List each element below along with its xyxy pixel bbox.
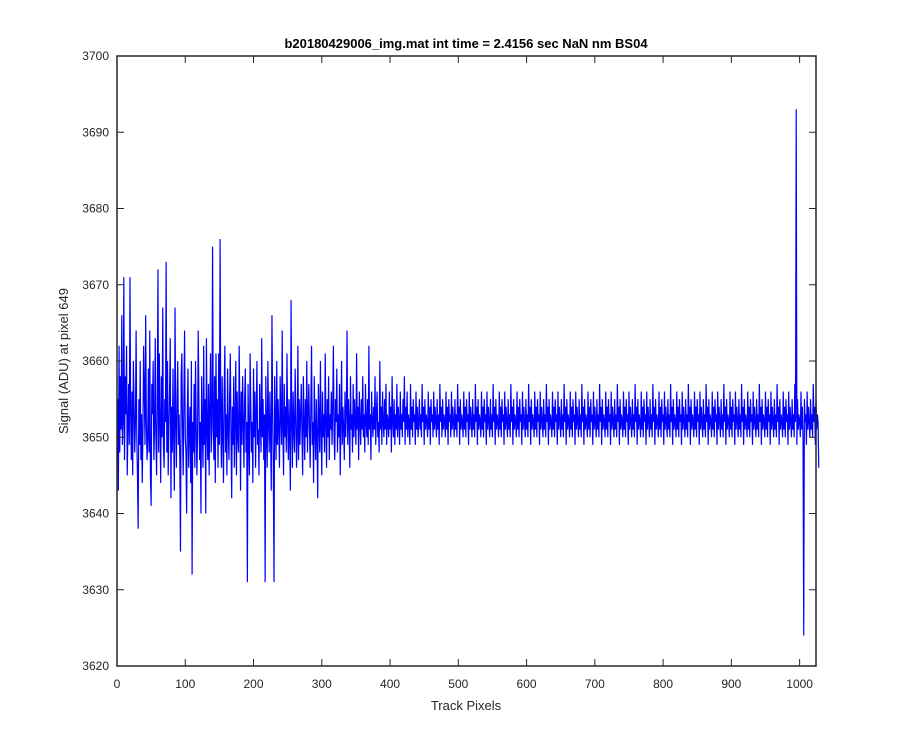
y-tick-label: 3700 — [82, 49, 109, 63]
x-tick-label: 100 — [175, 677, 195, 691]
x-tick-label: 900 — [721, 677, 741, 691]
x-tick-label: 1000 — [786, 677, 813, 691]
x-tick-label: 200 — [244, 677, 264, 691]
y-tick-label: 3690 — [82, 125, 109, 139]
y-tick-label: 3650 — [82, 430, 109, 444]
data-layer — [117, 109, 820, 636]
y-tick-label: 3680 — [82, 202, 109, 216]
ticks-layer: 0 100 200 300 400 500 600 700 800 900 1000 3620 3630… — [82, 49, 816, 691]
x-axis-label: Track Pixels — [431, 698, 502, 713]
x-tick-label: 0 — [114, 677, 121, 691]
y-tick-label: 3630 — [82, 583, 109, 597]
x-tick-label: 300 — [312, 677, 332, 691]
y-tick-label: 3620 — [82, 659, 109, 673]
x-tick-label: 700 — [585, 677, 605, 691]
y-axis-label: Signal (ADU) at pixel 649 — [56, 288, 71, 434]
x-tick-label: 600 — [517, 677, 537, 691]
plot-area — [117, 56, 816, 666]
y-tick-label: 3640 — [82, 507, 109, 521]
y-tick-label: 3660 — [82, 354, 109, 368]
y-tick-label: 3670 — [82, 278, 109, 292]
x-tick-label: 800 — [653, 677, 673, 691]
x-tick-label: 500 — [448, 677, 468, 691]
x-tick-label: 400 — [380, 677, 400, 691]
series-line — [117, 109, 820, 636]
chart-title: b20180429006_img.mat int time = 2.4156 s… — [284, 36, 648, 51]
